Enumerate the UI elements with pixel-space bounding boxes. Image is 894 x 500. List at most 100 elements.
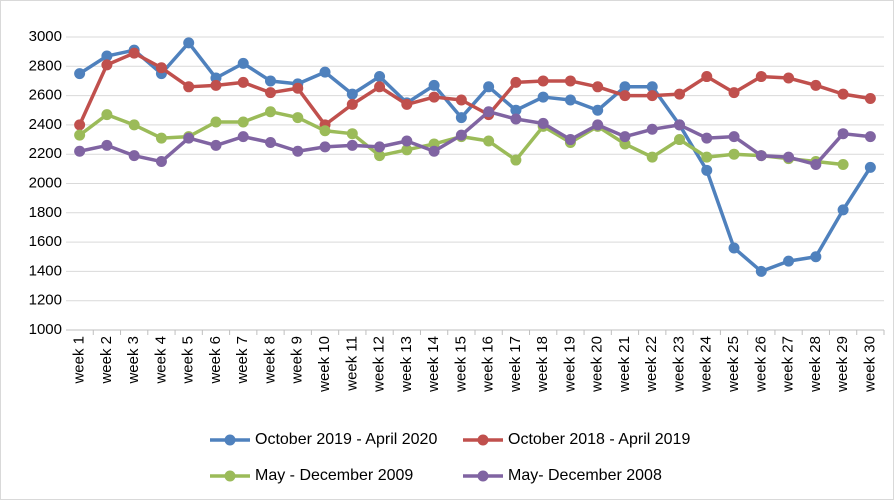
series-marker <box>428 145 440 157</box>
series-marker <box>346 98 358 110</box>
series-marker <box>319 66 331 78</box>
legend-label: May- December 2008 <box>508 467 662 484</box>
series-marker <box>537 75 549 87</box>
y-tick-label: 1600 <box>29 233 62 250</box>
series-marker <box>728 148 740 160</box>
legend: October 2019 - April 2020 October 2018 - … <box>210 431 690 484</box>
series-marker <box>374 81 386 93</box>
x-tick-label: week 20 <box>589 336 606 393</box>
series-marker <box>401 98 413 110</box>
series-marker <box>210 116 222 128</box>
x-tick-label: week 3 <box>125 336 142 385</box>
series-marker <box>810 79 822 91</box>
series-marker <box>837 88 849 100</box>
series-marker <box>864 131 876 143</box>
series-marker <box>346 128 358 140</box>
series-marker <box>374 71 386 83</box>
series-marker <box>510 76 522 88</box>
series-marker <box>292 112 304 124</box>
x-tick-label: week 22 <box>643 336 660 393</box>
series-marker <box>537 91 549 103</box>
series-marker <box>483 106 495 118</box>
x-tick-label: week 6 <box>207 336 224 385</box>
series-marker <box>619 131 631 143</box>
x-tick-label: week 4 <box>152 336 169 385</box>
y-tick-label: 2400 <box>29 116 62 133</box>
series-marker <box>864 93 876 105</box>
series-marker <box>674 119 685 131</box>
series-marker <box>646 151 658 163</box>
series-marker <box>592 81 604 93</box>
series-marker <box>401 144 413 156</box>
series-marker <box>74 119 86 131</box>
series-marker <box>674 88 685 100</box>
series-marker <box>619 90 631 102</box>
x-tick-label: week 2 <box>98 336 115 385</box>
y-tick-label: 1400 <box>29 262 62 279</box>
x-tick-label: week 28 <box>807 336 824 393</box>
series-marker <box>183 132 195 144</box>
series-marker <box>237 131 249 143</box>
x-tick-label: week 12 <box>371 336 388 393</box>
legend-label: October 2019 - April 2020 <box>255 431 437 448</box>
series-marker <box>74 145 86 157</box>
y-tick-label: 3000 <box>29 28 62 45</box>
series-marker <box>374 141 386 153</box>
x-tick-label: week 19 <box>561 336 578 393</box>
series-marker <box>592 104 604 116</box>
series-marker <box>701 151 713 163</box>
series-marker <box>374 150 386 162</box>
x-tick-label: week 10 <box>316 336 333 393</box>
series-marker <box>155 156 167 168</box>
x-tick-label: week 7 <box>234 336 251 385</box>
x-tick-label: week 17 <box>507 336 524 393</box>
x-tick-label: week 18 <box>534 336 551 393</box>
series-marker <box>74 68 86 80</box>
y-tick-label: 2200 <box>29 145 62 162</box>
series-marker <box>210 139 222 151</box>
series-marker <box>155 62 167 74</box>
x-tick-label: week 15 <box>452 336 469 393</box>
x-tick-label: week 25 <box>725 336 742 393</box>
series-marker <box>237 116 249 128</box>
series-marker <box>455 112 467 124</box>
x-tick-label: week 29 <box>834 336 851 393</box>
series-marker <box>510 104 522 116</box>
series-marker <box>646 81 658 93</box>
series-marker <box>101 59 113 71</box>
series-marker <box>864 161 876 173</box>
series-marker <box>755 150 767 162</box>
series-marker <box>101 109 113 121</box>
series-marker <box>619 81 631 93</box>
series-marker <box>483 81 495 93</box>
series-marker <box>837 204 849 216</box>
series-marker <box>155 132 167 144</box>
series-marker <box>755 71 767 83</box>
x-tick-label: week 26 <box>752 336 769 393</box>
series-marker <box>728 131 740 143</box>
series-marker <box>483 135 495 147</box>
series-marker <box>564 94 576 106</box>
series-marker <box>510 113 522 125</box>
x-tick-label: week 27 <box>780 336 797 393</box>
y-tick-label: 2600 <box>29 87 62 104</box>
series-marker <box>592 119 604 131</box>
x-tick-label: week 21 <box>616 336 633 393</box>
x-tick-label: week 13 <box>398 336 415 393</box>
series-marker <box>183 81 195 93</box>
series-marker <box>701 71 713 83</box>
series-marker <box>837 158 849 170</box>
y-tick-label: 1200 <box>29 292 62 309</box>
y-tick-label: 1800 <box>29 204 62 221</box>
series-marker <box>564 134 576 146</box>
series-marker <box>455 129 467 141</box>
series-marker <box>728 87 740 99</box>
series-marker <box>237 76 249 88</box>
series-marker <box>128 47 140 59</box>
legend-marker <box>224 470 236 482</box>
series-marker <box>537 117 549 129</box>
legend-marker <box>477 434 489 446</box>
series-marker <box>783 255 795 267</box>
series-marker <box>674 134 685 146</box>
x-tick-label: week 11 <box>343 336 360 392</box>
